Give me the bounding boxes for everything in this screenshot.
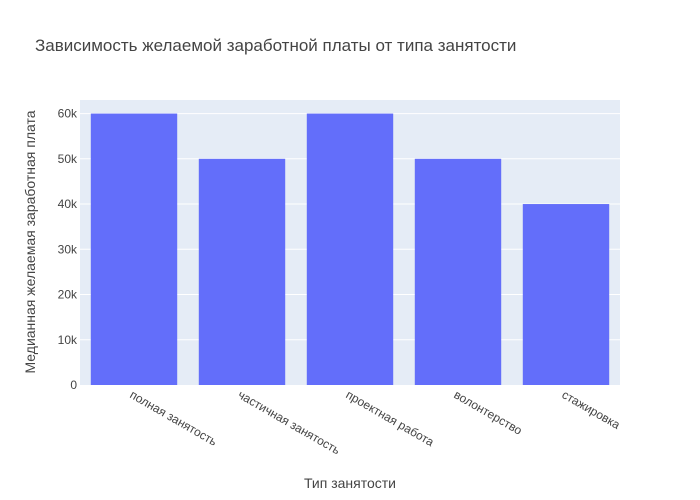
x-tick-label: волонтерство [452, 387, 525, 437]
x-tick-label: частичная занятость [236, 387, 343, 457]
y-tick-label: 0 [70, 378, 77, 392]
y-axis-title: Медианная желаемая заработная плата [22, 110, 38, 373]
chart-title: Зависимость желаемой заработной платы от… [35, 36, 516, 55]
y-tick-label: 50k [58, 152, 78, 166]
y-tick-label: 10k [58, 333, 78, 347]
x-tick-label: стажировка [560, 387, 623, 432]
x-axis-ticks: полная занятость частичная занятость проек… [128, 387, 623, 457]
bar [198, 158, 286, 385]
bar [522, 204, 610, 385]
bar [90, 113, 178, 386]
y-tick-label: 30k [58, 242, 78, 256]
y-axis-ticks: 0 10k 20k 30k 40k 50k 60k [58, 107, 78, 392]
y-tick-label: 60k [58, 107, 78, 121]
x-tick-label: проектная работа [344, 387, 437, 449]
y-tick-label: 40k [58, 197, 78, 211]
x-axis-title: Тип занятости [304, 475, 396, 491]
bar [306, 113, 394, 386]
y-tick-label: 20k [58, 288, 78, 302]
bar [414, 158, 502, 385]
x-tick-label: полная занятость [128, 387, 220, 448]
bars [90, 113, 610, 386]
